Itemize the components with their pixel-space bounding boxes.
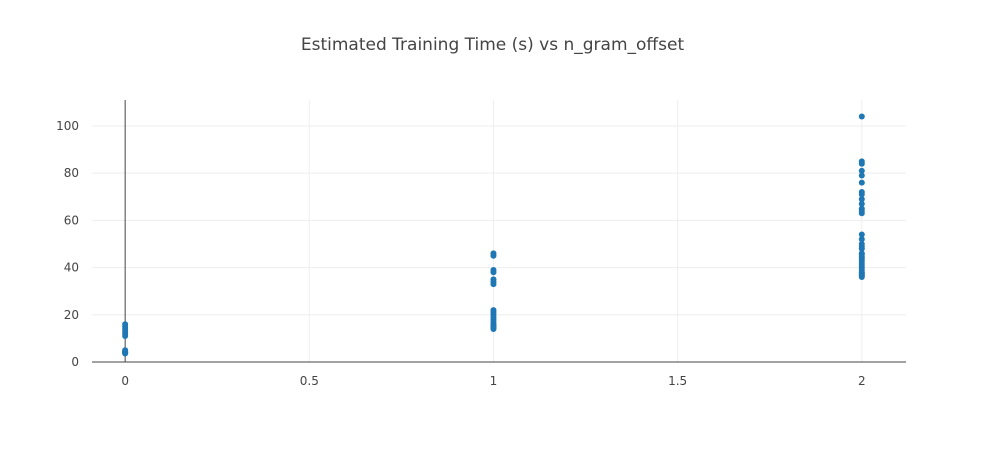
data-point[interactable] — [858, 179, 865, 186]
data-point[interactable] — [858, 274, 865, 281]
data-point[interactable] — [858, 191, 865, 198]
data-point[interactable] — [858, 251, 865, 258]
y-tick-label: 40 — [64, 261, 79, 275]
x-tick-label: 0.5 — [300, 374, 319, 388]
y-tick-label: 60 — [64, 213, 79, 227]
data-point[interactable] — [858, 200, 865, 207]
tick-labels: 0 20 40 60 80 100 0 0.5 1 1.5 2 — [56, 119, 866, 388]
y-tick-label: 100 — [56, 119, 79, 133]
data-point[interactable] — [490, 281, 497, 288]
chart-title: Estimated Training Time (s) vs n_gram_of… — [301, 35, 685, 55]
data-point[interactable] — [122, 333, 129, 340]
y-tick-label: 20 — [64, 308, 79, 322]
data-point[interactable] — [858, 243, 865, 250]
y-tick-label: 80 — [64, 166, 79, 180]
data-point[interactable] — [490, 269, 497, 276]
data-point[interactable] — [858, 167, 865, 174]
data-point[interactable] — [858, 160, 865, 167]
x-tick-label: 1.5 — [668, 374, 687, 388]
data-point[interactable] — [858, 231, 865, 238]
data-point[interactable] — [858, 196, 865, 203]
data-point[interactable] — [122, 350, 129, 357]
data-point[interactable] — [858, 113, 865, 120]
data-point[interactable] — [490, 252, 497, 259]
y-tick-label: 0 — [71, 355, 79, 369]
x-tick-label: 2 — [858, 374, 866, 388]
x-tick-label: 1 — [490, 374, 498, 388]
axis-layer — [92, 100, 906, 363]
grid-layer — [92, 100, 906, 362]
data-points — [122, 113, 865, 357]
data-point[interactable] — [858, 172, 865, 179]
data-point[interactable] — [858, 210, 865, 217]
data-point[interactable] — [490, 325, 497, 332]
data-point[interactable] — [858, 236, 865, 243]
x-tick-label: 0 — [121, 374, 129, 388]
